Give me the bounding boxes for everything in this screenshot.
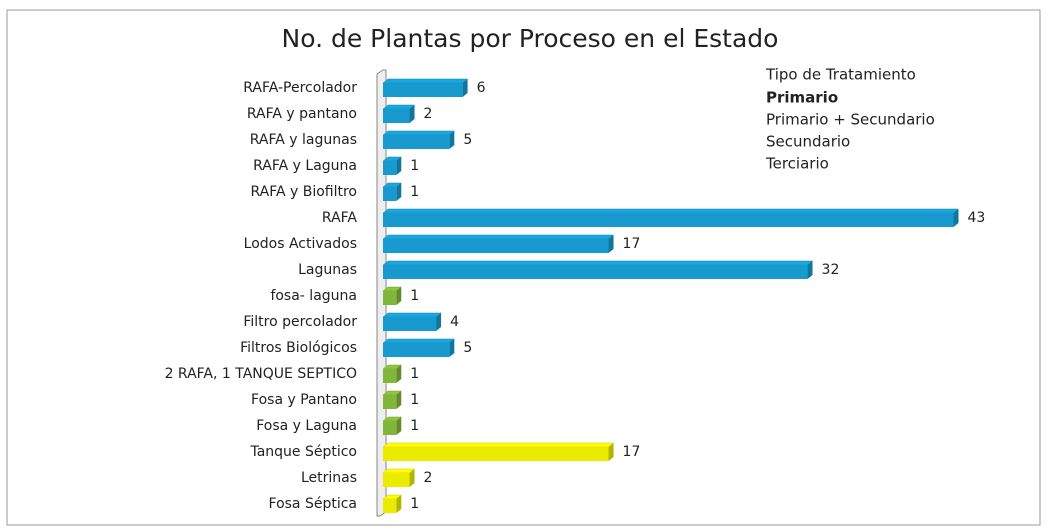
legend-entry: Primario [766, 89, 838, 107]
bar-top [382, 312, 442, 318]
data-label: 17 [623, 444, 641, 460]
bar [383, 473, 410, 487]
y-tick-label: RAFA-Percolador [243, 80, 357, 96]
bar [383, 421, 397, 435]
bar [383, 135, 450, 149]
bar-top [382, 130, 456, 136]
bar [383, 447, 609, 461]
bar [383, 239, 609, 253]
legend-entry: Secundario [766, 133, 850, 151]
chart-title: No. de Plantas por Proceso en el Estado [282, 24, 779, 53]
bar [383, 369, 397, 383]
data-label: 32 [822, 262, 840, 278]
data-label: 5 [463, 340, 472, 356]
bar-side [409, 469, 415, 487]
data-label: 6 [477, 80, 486, 96]
data-label: 1 [410, 366, 419, 382]
bar [383, 83, 463, 97]
data-label: 1 [410, 158, 419, 174]
bar-side [409, 105, 415, 123]
bar-side [436, 313, 442, 331]
y-tick-label: Tanque Séptico [249, 444, 357, 460]
y-tick-label: Lagunas [298, 262, 357, 278]
bar-top [382, 442, 615, 448]
data-label: 1 [410, 288, 419, 304]
bar-side [396, 183, 402, 201]
bar-top [382, 208, 960, 214]
bar [383, 187, 397, 201]
y-tick-label: Fosa y Laguna [256, 418, 357, 434]
y-tick-label: fosa- laguna [270, 288, 357, 304]
bar-side [807, 261, 813, 279]
y-tick-label: RAFA y lagunas [250, 132, 357, 148]
bar-top [382, 468, 416, 474]
bar-side [608, 235, 614, 253]
data-label: 5 [463, 132, 472, 148]
data-label: 2 [424, 470, 433, 486]
bar [383, 291, 397, 305]
bar [383, 213, 954, 227]
bar-top [382, 78, 469, 84]
data-label: 2 [424, 106, 433, 122]
bar-side [396, 157, 402, 175]
data-label: 1 [410, 418, 419, 434]
bar [383, 161, 397, 175]
legend-entry: Primario + Secundario [766, 111, 935, 129]
bar [383, 317, 437, 331]
bar-side [608, 443, 614, 461]
data-label: 1 [410, 496, 419, 512]
y-tick-label: Letrinas [301, 470, 357, 486]
bar-side [396, 287, 402, 305]
y-tick-label: Fosa Séptica [269, 496, 357, 512]
bar-side [449, 131, 455, 149]
data-label: 17 [623, 236, 641, 252]
bar [383, 265, 808, 279]
y-tick-label: RAFA [322, 210, 358, 226]
bar [383, 499, 397, 513]
bar-side [953, 209, 959, 227]
data-label: 43 [967, 210, 985, 226]
bar-side [396, 417, 402, 435]
y-tick-label: Filtro percolador [243, 314, 357, 330]
y-tick-label: RAFA y pantano [247, 106, 357, 122]
data-label: 1 [410, 392, 419, 408]
bar-side [396, 495, 402, 513]
y-tick-label: RAFA y Laguna [253, 158, 357, 174]
data-label: 4 [450, 314, 459, 330]
bar [383, 343, 450, 357]
bar-side [449, 339, 455, 357]
bar-side [462, 79, 468, 97]
legend-entry: Terciario [765, 155, 829, 173]
y-tick-label: Filtros Biológicos [240, 340, 357, 356]
data-label: 1 [410, 184, 419, 200]
y-tick-label: Lodos Activados [244, 236, 357, 252]
y-tick-label: RAFA y Biofiltro [250, 184, 357, 200]
bar [383, 395, 397, 409]
bar [383, 109, 410, 123]
bar-top [382, 338, 456, 344]
bar-top [382, 260, 814, 266]
y-tick-label: Fosa y Pantano [251, 392, 357, 408]
bar-side [396, 391, 402, 409]
bar-top [382, 104, 416, 110]
y-tick-label: 2 RAFA, 1 TANQUE SEPTICO [165, 366, 357, 382]
legend-title: Tipo de Tratamiento [765, 66, 916, 84]
bar-side [396, 365, 402, 383]
bar-top [382, 234, 615, 240]
